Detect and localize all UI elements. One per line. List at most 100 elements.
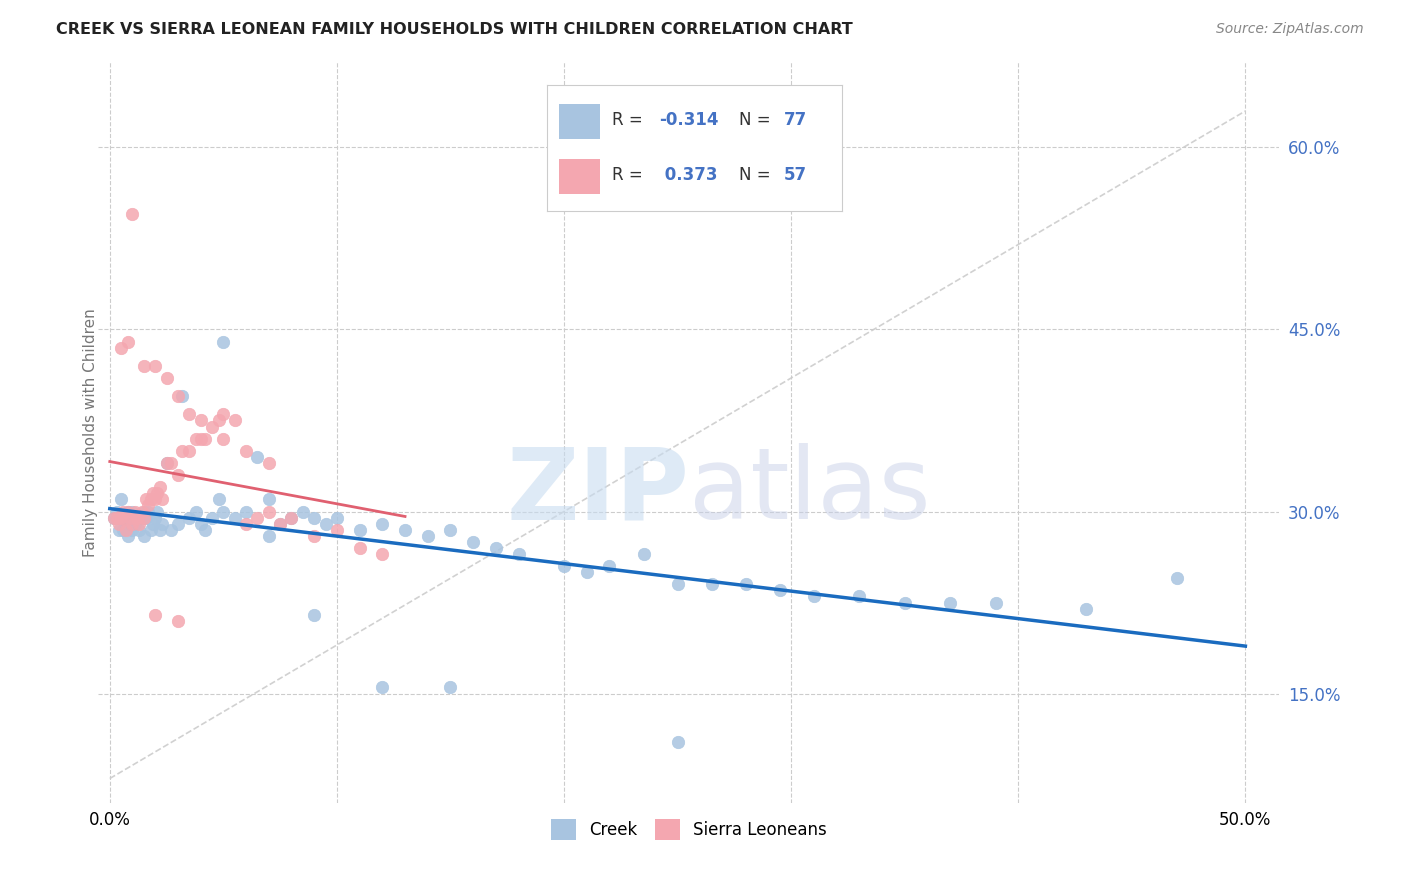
Point xyxy=(184,432,207,446)
Point xyxy=(121,523,143,537)
Point xyxy=(117,334,139,349)
Point xyxy=(212,408,235,422)
Point xyxy=(190,432,212,446)
Point xyxy=(142,486,165,500)
Point xyxy=(131,510,153,524)
Point xyxy=(155,456,177,470)
Point xyxy=(179,510,201,524)
Point xyxy=(598,559,620,574)
Legend: Creek, Sierra Leoneans: Creek, Sierra Leoneans xyxy=(544,813,834,847)
Point xyxy=(208,413,231,427)
Point xyxy=(103,510,125,524)
Point xyxy=(120,510,142,524)
Point xyxy=(146,504,169,518)
Point xyxy=(132,359,155,373)
Point xyxy=(553,559,575,574)
Point xyxy=(212,432,235,446)
Point xyxy=(848,590,870,604)
Point xyxy=(212,504,235,518)
Point xyxy=(326,510,349,524)
Point xyxy=(302,510,325,524)
Point xyxy=(135,510,157,524)
Point xyxy=(146,486,169,500)
Y-axis label: Family Households with Children: Family Households with Children xyxy=(83,309,97,557)
Point xyxy=(257,529,280,543)
Point xyxy=(139,492,162,507)
Text: Source: ZipAtlas.com: Source: ZipAtlas.com xyxy=(1216,22,1364,37)
Point xyxy=(114,523,136,537)
Point xyxy=(167,516,190,531)
Point xyxy=(734,577,756,591)
Point xyxy=(194,432,217,446)
Point xyxy=(117,504,139,518)
Point xyxy=(371,681,394,695)
Point xyxy=(128,516,150,531)
Point xyxy=(194,523,217,537)
Point xyxy=(167,468,190,483)
Point xyxy=(633,547,655,561)
Point xyxy=(138,504,160,518)
Point xyxy=(120,510,142,524)
Point xyxy=(224,413,246,427)
Point xyxy=(150,492,173,507)
Point xyxy=(257,456,280,470)
Point xyxy=(160,456,183,470)
Point xyxy=(121,207,143,221)
Point xyxy=(132,510,155,524)
Point xyxy=(108,516,131,531)
Point xyxy=(121,516,143,531)
Point xyxy=(257,504,280,518)
Point xyxy=(485,541,508,555)
Point xyxy=(246,510,269,524)
Point xyxy=(155,456,177,470)
Point xyxy=(139,523,162,537)
Point xyxy=(114,510,136,524)
Point xyxy=(291,504,314,518)
Point xyxy=(190,516,212,531)
Point xyxy=(138,499,160,513)
Point xyxy=(439,681,461,695)
Point xyxy=(769,583,792,598)
Point xyxy=(114,516,136,531)
Point xyxy=(201,510,224,524)
Point xyxy=(110,510,132,524)
Point xyxy=(349,523,371,537)
Point xyxy=(128,523,150,537)
Point xyxy=(143,607,166,622)
Point xyxy=(112,504,135,518)
Point xyxy=(149,523,172,537)
Point xyxy=(132,504,155,518)
Point xyxy=(179,443,201,458)
Point xyxy=(224,510,246,524)
Point xyxy=(143,359,166,373)
Point xyxy=(371,547,394,561)
Point xyxy=(575,565,598,579)
Point xyxy=(142,516,165,531)
Point xyxy=(1166,571,1188,585)
Point xyxy=(124,504,146,518)
Point xyxy=(110,492,132,507)
Point xyxy=(112,523,135,537)
Point xyxy=(302,607,325,622)
Point xyxy=(108,523,131,537)
Point xyxy=(666,577,689,591)
Point xyxy=(893,595,915,609)
Point xyxy=(117,504,139,518)
Point xyxy=(235,504,257,518)
Point xyxy=(201,419,224,434)
Point xyxy=(371,516,394,531)
Point xyxy=(143,510,166,524)
Point xyxy=(150,516,173,531)
Point xyxy=(700,577,723,591)
Point xyxy=(143,492,166,507)
Point xyxy=(1076,601,1098,615)
Text: CREEK VS SIERRA LEONEAN FAMILY HOUSEHOLDS WITH CHILDREN CORRELATION CHART: CREEK VS SIERRA LEONEAN FAMILY HOUSEHOLD… xyxy=(56,22,853,37)
Point xyxy=(105,504,128,518)
Point xyxy=(125,510,148,524)
Point xyxy=(280,510,302,524)
Point xyxy=(110,341,132,355)
Point xyxy=(315,516,337,531)
Point xyxy=(110,510,132,524)
Point xyxy=(125,510,148,524)
Point xyxy=(246,450,269,464)
